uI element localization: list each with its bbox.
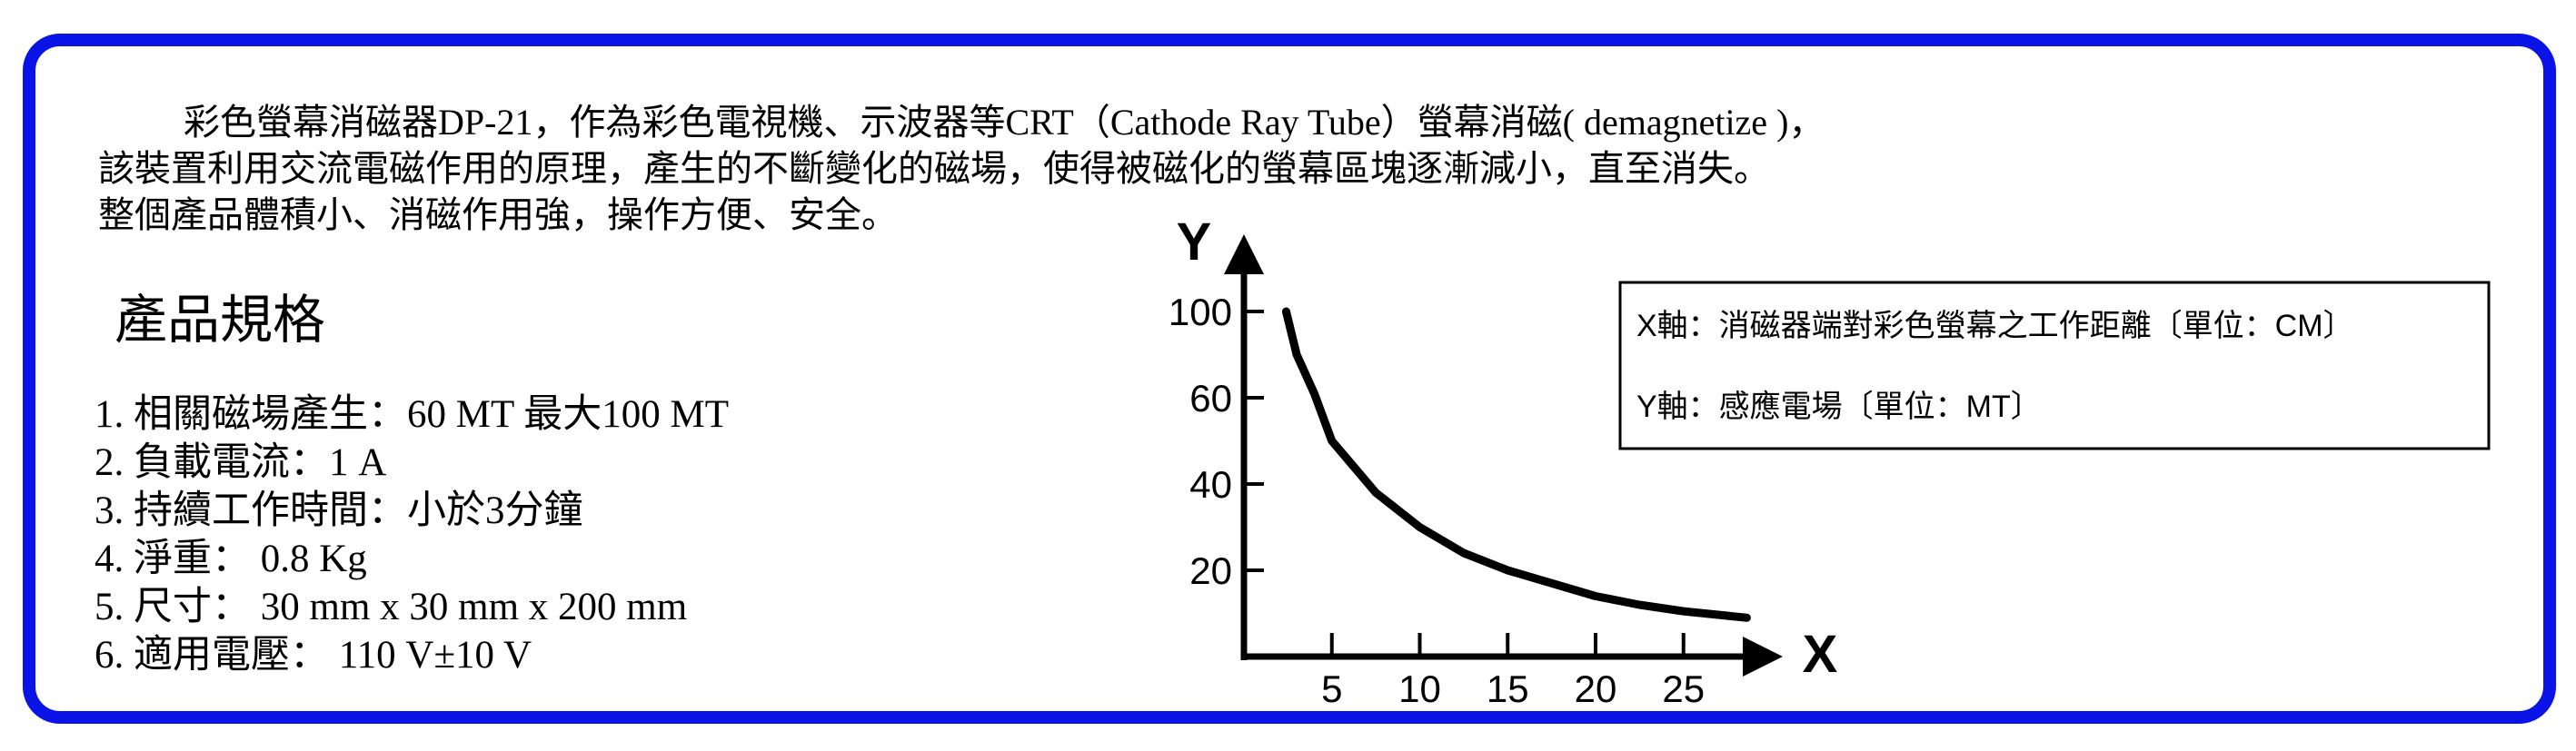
spec-item: 3. 持續工作時間：小於3分鐘	[94, 489, 583, 532]
y-tick-label: 20	[1189, 549, 1232, 592]
spec-item: 1. 相關磁場產生：60 MT 最大100 MT	[94, 392, 729, 436]
x-axis-label: X	[1803, 625, 1838, 684]
y-axis-arrow	[1224, 234, 1264, 274]
specs-title: 產品規格	[114, 291, 325, 350]
legend-line: X軸：消磁器端對彩色螢幕之工作距離〔單位：CM〕	[1636, 309, 2354, 343]
frame	[23, 34, 2556, 724]
x-axis-arrow	[1743, 637, 1783, 677]
x-tick-label: 15	[1487, 667, 1529, 710]
y-axis-label: Y	[1177, 212, 1212, 272]
y-tick-label: 100	[1169, 291, 1232, 333]
spec-item: 5. 尺寸： 30 mm x 30 mm x 200 mm	[94, 586, 687, 628]
y-tick-label: 40	[1189, 463, 1232, 506]
x-tick-label: 5	[1321, 667, 1342, 710]
intro-line: 彩色螢幕消磁器DP-21，作為彩色電視機、示波器等CRT（Cathode Ray…	[184, 102, 1825, 143]
y-tick-label: 60	[1189, 377, 1232, 420]
intro-line: 整個產品體積小、消磁作用強，操作方便、安全。	[98, 194, 898, 235]
spec-item: 6. 適用電壓： 110 V±10 V	[94, 634, 532, 677]
spec-item: 2. 負載電流：1 A	[94, 441, 386, 484]
x-tick-label: 10	[1398, 667, 1441, 710]
spec-item: 4. 淨重： 0.8 Kg	[94, 538, 367, 580]
intro-line: 該裝置利用交流電磁作用的原理，產生的不斷變化的磁場，使得被磁化的螢幕區塊逐漸減小…	[98, 148, 1770, 189]
legend-line: Y軸：感應電場〔單位：MT〕	[1636, 390, 2042, 424]
x-tick-label: 20	[1575, 667, 1617, 710]
curve	[1281, 307, 1751, 622]
legend-box	[1618, 281, 2491, 450]
x-tick-label: 25	[1662, 667, 1705, 710]
